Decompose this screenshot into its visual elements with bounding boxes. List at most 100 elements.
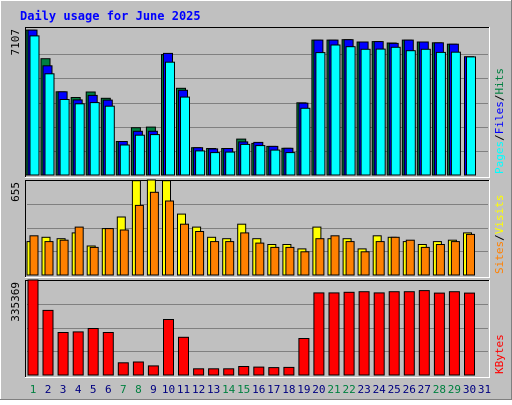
legend-pages: Pages — [493, 141, 506, 174]
panel-legend: Sites/Visits — [493, 195, 506, 275]
bar-sites-day-25 — [390, 236, 400, 276]
x-tick-label-day-18: 18 — [282, 383, 295, 396]
x-tick-label-day-6: 6 — [105, 383, 112, 396]
x-tick-label-day-31: 31 — [478, 383, 491, 396]
bar-kbytes-day-28 — [433, 292, 445, 376]
bar-pages-day-8 — [134, 134, 145, 176]
bar-pages-day-9 — [149, 134, 160, 176]
bar-sites-day-10 — [165, 200, 174, 276]
panel-kbytes: 335369 KBytes — [9, 279, 506, 378]
bar-pages-day-16 — [255, 145, 266, 176]
bar-pages-day-27 — [420, 48, 431, 176]
bar-sites-day-28 — [435, 244, 445, 276]
bar-kbytes-day-25 — [388, 291, 400, 376]
bar-sites-day-14 — [225, 241, 235, 276]
bar-sites-day-13 — [210, 241, 220, 276]
bar-kbytes-day-15 — [238, 366, 250, 376]
bar-kbytes-day-8 — [132, 361, 144, 376]
bar-sites-day-8 — [134, 204, 144, 276]
bar-sites-day-23 — [360, 251, 370, 276]
chart-title: Daily usage for June 2025 — [20, 9, 201, 23]
x-tick-label-day-15: 15 — [237, 383, 250, 396]
bar-kbytes-day-13 — [208, 368, 220, 376]
bar-sites-day-27 — [420, 246, 430, 276]
x-tick-label-day-29: 29 — [448, 383, 461, 396]
x-tick-label-day-5: 5 — [90, 383, 97, 396]
x-tick-label-day-27: 27 — [418, 383, 431, 396]
bar-pages-day-7 — [119, 144, 130, 176]
bar-sites-day-2 — [44, 241, 54, 276]
bar-sites-day-17 — [270, 246, 280, 276]
bar-pages-day-3 — [59, 99, 70, 176]
x-tick-label-day-16: 16 — [252, 383, 265, 396]
panel-legend: KBytes — [493, 334, 506, 374]
chart-panels: 7107Pages/Files/Hits655Sites/Visits33536… — [9, 27, 506, 378]
bar-sites-day-29 — [450, 241, 460, 276]
x-tick-label-day-24: 24 — [373, 383, 387, 396]
bar-pages-day-25 — [390, 46, 401, 176]
bar-sites-day-20 — [315, 238, 325, 276]
bar-pages-day-13 — [210, 152, 221, 176]
bar-kbytes-day-21 — [328, 292, 340, 376]
bar-kbytes-day-22 — [343, 291, 355, 376]
bar-pages-day-30 — [466, 56, 476, 176]
bar-kbytes-day-6 — [102, 332, 114, 376]
bar-kbytes-day-16 — [253, 366, 265, 376]
x-tick-label-day-12: 12 — [192, 383, 205, 396]
bar-kbytes-day-12 — [193, 368, 205, 376]
bar-kbytes-day-23 — [358, 291, 370, 376]
x-tick-label-day-26: 26 — [403, 383, 416, 396]
x-tick-label-day-3: 3 — [60, 383, 67, 396]
panel-ymax-label: 7107 — [9, 29, 22, 56]
bar-kbytes-day-30 — [464, 292, 475, 376]
legend-files: Files — [493, 101, 506, 134]
bar-sites-day-3 — [59, 239, 69, 276]
bar-kbytes-day-5 — [87, 328, 99, 376]
panel-ymax-label: 335369 — [9, 282, 22, 322]
bar-pages-day-19 — [300, 107, 311, 176]
bar-kbytes-day-19 — [298, 338, 310, 376]
bar-sites-day-15 — [240, 232, 250, 276]
bar-sites-day-7 — [119, 229, 129, 276]
bar-sites-day-26 — [405, 239, 415, 276]
legend-separator: / — [493, 234, 506, 241]
bar-kbytes-day-11 — [178, 336, 189, 376]
bar-pages-day-10 — [165, 61, 175, 176]
x-tick-label-day-22: 22 — [342, 383, 355, 396]
x-tick-label-day-17: 17 — [267, 383, 280, 396]
bar-sites-day-4 — [74, 226, 84, 276]
bar-sites-day-18 — [285, 246, 295, 276]
legend-separator: / — [493, 95, 506, 102]
bar-kbytes-day-3 — [57, 332, 69, 376]
legend-hits: Hits — [493, 68, 506, 95]
bar-sites-day-19 — [300, 251, 310, 276]
bar-kbytes-day-7 — [117, 362, 129, 376]
bar-kbytes-day-26 — [403, 291, 415, 376]
bar-sites-day-1 — [29, 235, 39, 276]
bar-sites-day-12 — [195, 231, 205, 276]
x-tick-label-day-8: 8 — [135, 383, 142, 396]
bar-pages-day-4 — [74, 103, 85, 176]
panel-ymax-label: 655 — [9, 182, 22, 202]
bar-sites-day-21 — [330, 235, 340, 276]
legend-separator: / — [493, 134, 506, 141]
bar-pages-day-17 — [270, 149, 281, 176]
x-tick-label-day-20: 20 — [312, 383, 325, 396]
bar-pages-day-11 — [180, 96, 190, 176]
bar-kbytes-day-27 — [418, 290, 430, 376]
panel-legend: Pages/Files/Hits — [493, 68, 506, 174]
bar-sites-day-22 — [345, 241, 355, 276]
bar-kbytes-day-18 — [283, 366, 295, 376]
x-tick-label-day-21: 21 — [327, 383, 340, 396]
bar-sites-day-6 — [104, 228, 114, 276]
bar-pages-day-21 — [330, 44, 341, 176]
bar-kbytes-day-9 — [147, 365, 159, 376]
x-axis-labels: 1 2 3 4 5 6 7 8 9 10 11 12 13 14 15 16 17 18 19 20 21 22 23 24 2… — [30, 383, 491, 396]
x-tick-label-day-2: 2 — [45, 383, 52, 396]
x-tick-label-day-14: 14 — [222, 383, 236, 396]
bar-pages-day-14 — [225, 151, 236, 176]
bar-sites-day-30 — [466, 233, 475, 276]
bar-sites-day-5 — [89, 246, 99, 276]
